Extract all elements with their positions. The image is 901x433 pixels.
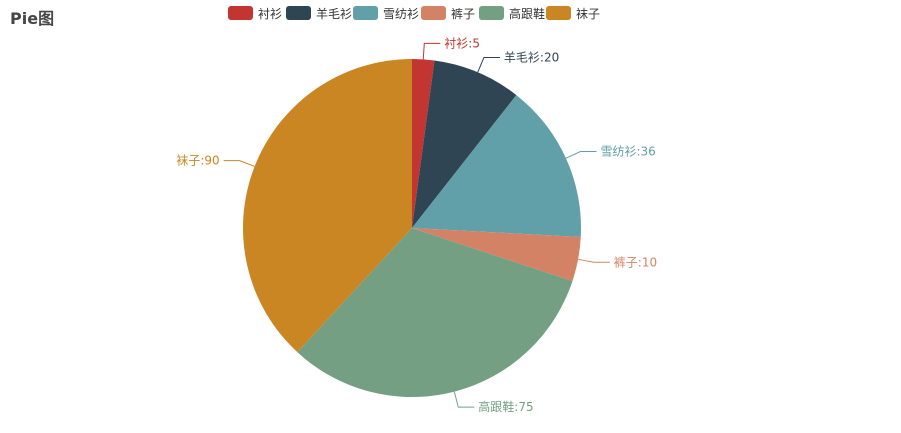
slice-label-wazi: 袜子:90 [176, 154, 219, 168]
legend: 衬衫 羊毛衫 雪纺衫 裤子 高跟鞋 袜子 [0, 5, 901, 25]
slice-label-gaogenxie: 高跟鞋:75 [478, 399, 533, 414]
pie-slice-yangmaoshan[interactable] [412, 60, 517, 228]
pie-slice-gaogenxie[interactable] [297, 228, 573, 398]
legend-item-chenshan[interactable]: 衬衫 [228, 5, 282, 21]
label-line-chenshan [422, 42, 441, 60]
legend-swatch-kuzi [421, 6, 446, 20]
pie-slices [243, 59, 582, 398]
legend-label-chenshan: 衬衫 [258, 6, 283, 21]
label-line-xuefangshan [565, 151, 597, 159]
legend-swatch-chenshan [228, 6, 253, 20]
label-line-wazi [223, 160, 255, 167]
legend-item-xuefangshan[interactable]: 雪纺衫 [353, 5, 419, 21]
legend-swatch-yangmaoshan [286, 6, 311, 20]
pie-slice-kuzi[interactable] [412, 228, 581, 282]
label-line-yangmaoshan [477, 57, 500, 73]
legend-label-wazi: 袜子 [576, 6, 601, 21]
label-line-kuzi [577, 258, 610, 263]
legend-swatch-gaogenxie [479, 6, 504, 20]
pie-labels: 衬衫:5 羊毛衫:20 雪纺衫:36 裤子:10 高跟鞋:75 袜子:90 [176, 36, 657, 414]
legend-label-yangmaoshan: 羊毛衫 [316, 6, 353, 21]
slice-label-yangmaoshan: 羊毛衫:20 [504, 50, 559, 65]
slice-label-kuzi: 裤子:10 [614, 255, 657, 269]
pie-slice-xuefangshan[interactable] [412, 95, 582, 237]
pie-slice-chenshan[interactable] [412, 59, 435, 228]
legend-item-wazi[interactable]: 袜子 [546, 5, 600, 21]
legend-swatch-xuefangshan [353, 6, 378, 20]
legend-label-gaogenxie: 高跟鞋 [509, 6, 546, 21]
label-line-gaogenxie [453, 391, 475, 408]
chart-title: Pie图 [10, 9, 55, 28]
pie-slice-wazi[interactable] [243, 59, 412, 353]
slice-label-xuefangshan: 雪纺衫:36 [600, 145, 655, 159]
slice-label-chenshan: 衬衫:5 [444, 36, 480, 50]
legend-item-yangmaoshan[interactable]: 羊毛衫 [286, 5, 352, 21]
legend-item-gaogenxie[interactable]: 高跟鞋 [479, 5, 545, 21]
legend-label-kuzi: 裤子 [451, 6, 476, 21]
legend-swatch-wazi [546, 6, 571, 20]
legend-item-kuzi[interactable]: 裤子 [421, 5, 475, 21]
legend-label-xuefangshan: 雪纺衫 [383, 6, 420, 21]
